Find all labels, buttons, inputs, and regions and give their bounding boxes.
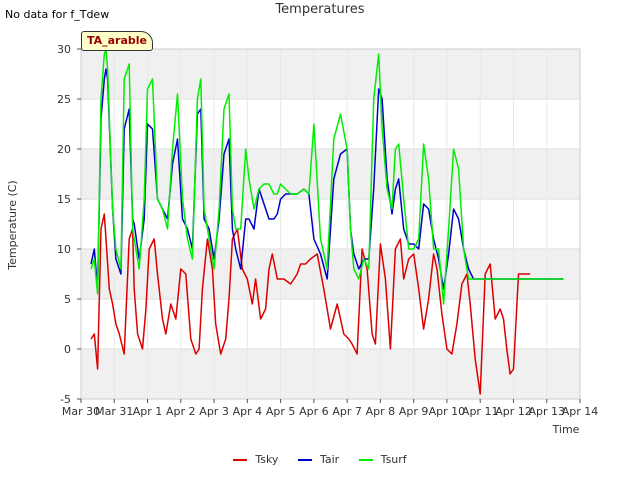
x-tick-label: Apr 13 — [528, 405, 565, 418]
x-tick-label: Apr 2 — [166, 405, 196, 418]
y-tick-label: 10 — [57, 243, 71, 256]
x-tick-label: Apr 1 — [133, 405, 163, 418]
series-line-tsurf — [90, 48, 564, 305]
x-tick-label: Apr 11 — [462, 405, 499, 418]
y-tick-label: 5 — [64, 293, 71, 306]
y-axis-label: Temperature (C) — [6, 180, 19, 270]
legend-swatch-tsurf — [358, 459, 373, 461]
legend-swatch-tsky — [233, 459, 248, 461]
x-tick-label: Apr 10 — [429, 405, 466, 418]
legend-item-tair: Tair — [297, 453, 340, 466]
no-data-note: No data for f_Tdew — [5, 8, 110, 21]
x-tick-label: Mar 30 — [62, 405, 100, 418]
y-tick-label: 30 — [57, 43, 71, 56]
series-line-tsky — [90, 213, 531, 395]
grid-band — [81, 49, 580, 99]
x-tick-label: Apr 6 — [299, 405, 329, 418]
grid-band — [81, 249, 580, 299]
legend-label-tsurf: Tsurf — [380, 453, 407, 466]
y-tick-label: -5 — [60, 393, 71, 406]
legend: Tsky Tair Tsurf — [0, 453, 640, 466]
grid-band — [81, 349, 580, 399]
y-tick-label: 20 — [57, 143, 71, 156]
x-tick-label: Apr 8 — [366, 405, 396, 418]
legend-label-tair: Tair — [319, 453, 340, 466]
x-tick-label: Apr 4 — [233, 405, 263, 418]
x-tick-label: Apr 14 — [562, 405, 599, 418]
legend-item-tsurf: Tsurf — [358, 453, 407, 466]
y-tick-label: 25 — [57, 93, 71, 106]
plot-frame — [80, 48, 581, 400]
y-tick-label: 0 — [64, 343, 71, 356]
y-tick-label: 15 — [57, 193, 71, 206]
legend-item-tsky: Tsky — [233, 453, 278, 466]
grid-bands — [81, 49, 580, 399]
x-tick-label: Apr 12 — [495, 405, 532, 418]
series-lines — [90, 48, 564, 395]
legend-label-tsky: Tsky — [255, 453, 279, 466]
x-tick-label: Apr 9 — [399, 405, 429, 418]
x-tick-label: Mar 31 — [95, 405, 133, 418]
chart-title: Temperatures — [275, 2, 365, 17]
x-axis-label: Time — [552, 423, 580, 436]
ta-arable-badge: TA_arable — [81, 31, 153, 51]
x-tick-label: Apr 7 — [332, 405, 362, 418]
x-tick-label: Apr 5 — [266, 405, 296, 418]
legend-swatch-tair — [297, 459, 312, 461]
x-tick-label: Apr 3 — [199, 405, 229, 418]
